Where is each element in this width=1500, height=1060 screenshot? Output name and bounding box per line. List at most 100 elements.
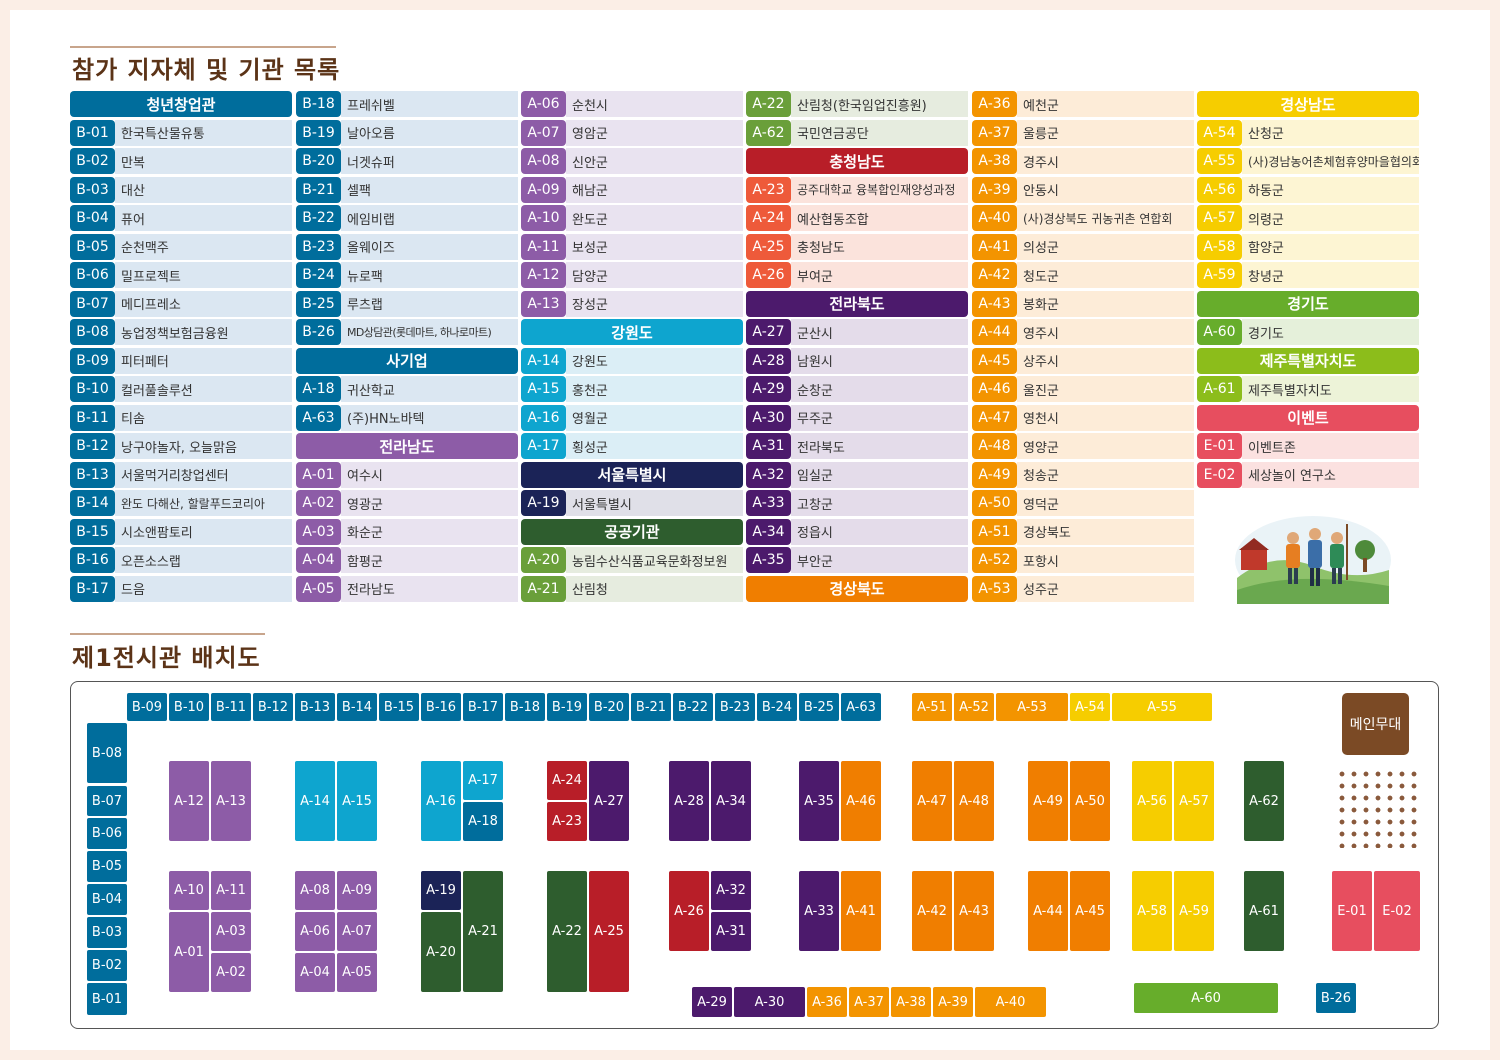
audience-seating [1336,768,1420,848]
participant-name: 무주군 [791,404,968,431]
booth-code: A-12 [521,262,566,288]
booth-code: A-06 [521,91,566,117]
booth-a-21: A-21 [462,870,504,993]
booth-b-26: B-26 [1315,982,1357,1014]
booth-code: A-63 [296,404,341,431]
list-item: A-28 남원시 [746,347,968,374]
main-stage: 메인무대 [1342,693,1409,755]
list-item: B-13 서울먹거리창업센터 [70,461,292,488]
list-item: A-11 보성군 [521,233,743,260]
list-item: A-46 울진군 [972,376,1194,402]
booth-a-20: A-20 [420,911,462,993]
participant-name: 드음 [115,575,292,602]
booth-b-15: B-15 [378,692,420,722]
participant-name: 상주시 [1017,347,1194,374]
list-item: A-47 영천시 [972,404,1194,431]
booth-code: A-38 [972,148,1017,174]
booth-code: B-14 [70,490,115,516]
participant-name: 밀프로젝트 [115,262,292,288]
participant-name: 울진군 [1017,376,1194,402]
participant-name: 날아오름 [341,119,518,146]
list-item: A-44 영주시 [972,319,1194,345]
booth-code: B-05 [70,233,115,260]
list-item: B-09 피터페터 [70,347,292,374]
booth-code: A-58 [1197,233,1242,260]
booth-a-08: A-08 [294,870,336,911]
participant-name: 충청남도 [791,233,968,260]
booth-a-15: A-15 [336,760,378,842]
participant-name: 너겟슈퍼 [341,148,518,174]
booth-code: A-47 [972,404,1017,431]
booth-a-42: A-42 [911,870,953,952]
booth-code: A-55 [1197,148,1242,174]
booth-code: B-17 [70,575,115,602]
booth-code: B-02 [70,148,115,174]
booth-code: A-39 [972,176,1017,203]
list-item: A-58 함양군 [1197,233,1419,260]
participant-name: 담양군 [566,262,743,288]
list-item: A-22 산림청(한국임업진흥원) [746,91,968,117]
booth-a-29: A-29 [691,986,733,1018]
booth-a-13: A-13 [210,760,252,842]
list-item: A-37 울릉군 [972,119,1194,146]
booth-a-43: A-43 [953,870,995,952]
list-item: B-18 프레쉬벨 [296,91,518,117]
booth-a-16: A-16 [420,760,462,842]
booth-a-40: A-40 [974,986,1047,1018]
list-item: A-53 성주군 [972,575,1194,602]
list-item: A-50 영덕군 [972,490,1194,516]
booth-code: B-10 [70,376,115,402]
booth-code: A-43 [972,290,1017,317]
list-item: A-13 장성군 [521,290,743,317]
participant-name: 영암군 [566,119,743,146]
booth-code: A-03 [296,518,341,545]
booth-code: A-20 [521,547,566,573]
booth-code: A-44 [972,319,1017,345]
participant-name: 의성군 [1017,233,1194,260]
list-item: A-52 포항시 [972,547,1194,573]
booth-a-51: A-51 [911,692,953,722]
booth-code: A-37 [972,119,1017,146]
booth-a-62: A-62 [1243,760,1285,842]
floor-map [70,681,1439,1029]
list-item: A-48 영양군 [972,433,1194,459]
booth-a-38: A-38 [890,986,932,1018]
booth-code: A-21 [521,575,566,602]
list-item: B-03 대산 [70,176,292,203]
participant-name: 피터페터 [115,347,292,374]
list-item: A-56 하동군 [1197,176,1419,203]
booth-b-06: B-06 [86,817,128,850]
region-header: 제주특별자치도 [1197,347,1419,374]
participant-name: 함양군 [1242,233,1419,260]
participant-name: 프레쉬벨 [341,91,518,117]
list-item: B-12 낭구야놀자, 오늘맑음 [70,433,292,459]
participant-name: 산청군 [1242,119,1419,146]
list-item: B-19 날아오름 [296,119,518,146]
booth-b-04: B-04 [86,883,128,916]
booth-code: A-30 [746,404,791,431]
participant-name: 만복 [115,148,292,174]
booth-code: A-40 [972,205,1017,231]
booth-code: E-02 [1197,461,1242,488]
list-item: B-16 오픈소스랩 [70,547,292,573]
list-item: A-60 경기도 [1197,319,1419,345]
participant-name: 봉화군 [1017,290,1194,317]
list-item: A-07 영암군 [521,119,743,146]
list-item: A-26 부여군 [746,262,968,288]
booth-code: B-25 [296,290,341,317]
participant-name: 오픈소스랩 [115,547,292,573]
booth-code: A-05 [296,575,341,602]
booth-code: A-48 [972,433,1017,459]
participant-name: 뉴로팩 [341,262,518,288]
list-item: A-12 담양군 [521,262,743,288]
booth-a-57: A-57 [1173,760,1215,842]
list-item: A-08 신안군 [521,148,743,174]
booth-code: A-16 [521,404,566,431]
booth-code: A-27 [746,319,791,345]
participant-name: 해남군 [566,176,743,203]
booth-code: B-12 [70,433,115,459]
list-item: A-19 서울특별시 [521,490,743,516]
list-item: A-15 홍천군 [521,376,743,402]
booth-b-05: B-05 [86,850,128,883]
booth-a-22: A-22 [546,870,588,993]
